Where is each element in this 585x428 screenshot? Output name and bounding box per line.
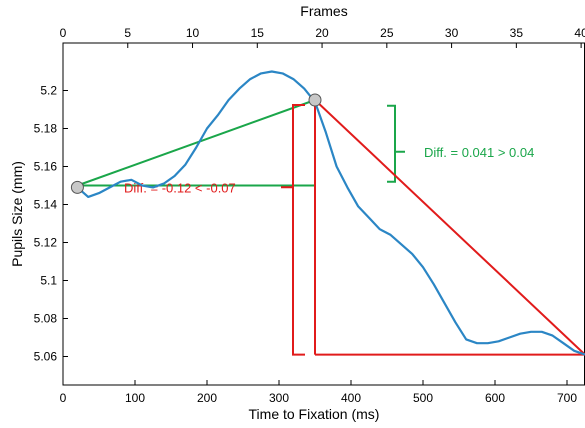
x-tick-label: 600 <box>485 391 505 405</box>
top-tick-label: 10 <box>186 26 200 40</box>
x-tick-label: 500 <box>413 391 433 405</box>
y-tick-label: 5.08 <box>34 312 58 326</box>
marker-layer <box>70 93 322 194</box>
x-tick-label: 700 <box>557 391 577 405</box>
plot-border <box>62 42 585 386</box>
y-tick-label: 5.18 <box>34 122 58 136</box>
y-axis-title: Pupils Size (mm) <box>9 161 25 267</box>
x-axis: 0 100 200 300 400 500 600 700 Time to Fixation (… <box>60 380 577 422</box>
top-axis: 0 5 10 15 20 25 30 35 40 Frames <box>60 3 585 48</box>
y-tick-label: 5.1 <box>40 274 57 288</box>
top-tick-label: 20 <box>315 26 329 40</box>
annotations: Diff. = 0.041 > 0.04 Diff. = -0.12 < -0.0… <box>77 99 585 356</box>
pupil-size-line <box>76 70 585 356</box>
x-tick-label: 0 <box>60 391 67 405</box>
point-marker <box>70 180 84 194</box>
top-tick-label: 5 <box>124 26 131 40</box>
top-tick-label: 40 <box>574 26 585 40</box>
plot-frame <box>62 42 585 386</box>
point-marker <box>308 93 322 107</box>
top-axis-title: Frames <box>300 3 347 19</box>
green-diff-label: Diff. = 0.041 > 0.04 <box>424 145 534 160</box>
red-brace <box>281 104 305 356</box>
top-tick-label: 35 <box>510 26 524 40</box>
green-brace <box>387 104 405 183</box>
x-tick-label: 200 <box>197 391 217 405</box>
x-tick-label: 400 <box>341 391 361 405</box>
top-tick-label: 30 <box>445 26 459 40</box>
green-rise-line <box>77 99 316 187</box>
top-tick-label: 25 <box>380 26 394 40</box>
y-axis: 5.06 5.08 5.1 5.12 5.14 5.16 5.18 5.2 Pupils Siz… <box>9 84 68 364</box>
top-tick-label: 0 <box>60 26 67 40</box>
y-tick-label: 5.14 <box>34 198 58 212</box>
y-tick-label: 5.2 <box>40 84 57 98</box>
y-tick-label: 5.12 <box>34 236 58 250</box>
series-layer <box>76 70 585 356</box>
x-tick-label: 100 <box>125 391 145 405</box>
top-tick-label: 15 <box>251 26 265 40</box>
x-axis-title: Time to Fixation (ms) <box>249 406 380 422</box>
red-drop-line <box>314 99 585 356</box>
y-tick-label: 5.16 <box>34 160 58 174</box>
y-tick-label: 5.06 <box>34 350 58 364</box>
x-tick-label: 300 <box>269 391 289 405</box>
red-diff-label: Diff. = -0.12 < -0.07 <box>124 180 236 195</box>
